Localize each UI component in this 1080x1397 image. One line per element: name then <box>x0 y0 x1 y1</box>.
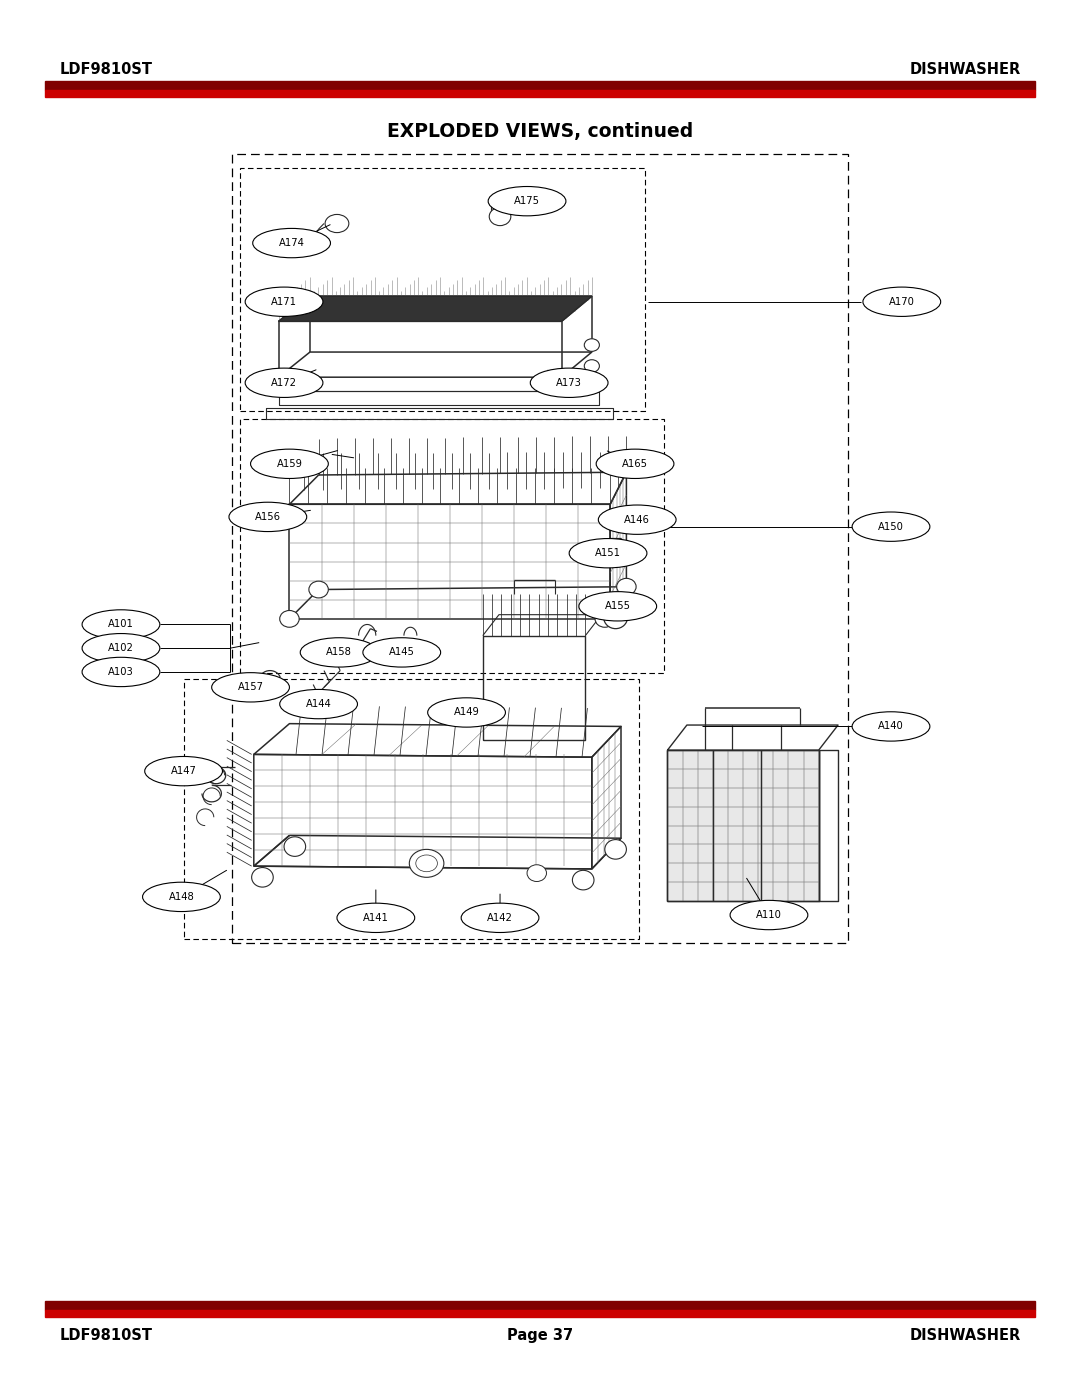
Bar <box>240 419 664 673</box>
Ellipse shape <box>229 503 307 532</box>
Text: A172: A172 <box>271 377 297 388</box>
Ellipse shape <box>527 865 546 882</box>
Ellipse shape <box>617 578 636 595</box>
Ellipse shape <box>300 637 378 668</box>
Ellipse shape <box>596 448 674 478</box>
Ellipse shape <box>363 637 441 668</box>
Text: A170: A170 <box>889 296 915 307</box>
Polygon shape <box>279 296 592 321</box>
Ellipse shape <box>280 690 357 718</box>
Ellipse shape <box>598 506 676 534</box>
Text: A156: A156 <box>255 511 281 522</box>
Ellipse shape <box>82 633 160 664</box>
Text: A175: A175 <box>514 196 540 207</box>
Ellipse shape <box>852 712 930 740</box>
Text: A157: A157 <box>238 682 264 693</box>
Text: A159: A159 <box>276 458 302 469</box>
Text: A140: A140 <box>878 721 904 732</box>
Ellipse shape <box>212 672 289 701</box>
Text: DISHWASHER: DISHWASHER <box>909 63 1021 77</box>
Text: A173: A173 <box>556 377 582 388</box>
Text: DISHWASHER: DISHWASHER <box>909 1329 1021 1343</box>
Text: A148: A148 <box>168 891 194 902</box>
Bar <box>232 154 848 943</box>
Text: A149: A149 <box>454 707 480 718</box>
Ellipse shape <box>82 658 160 687</box>
Ellipse shape <box>489 208 511 226</box>
Ellipse shape <box>309 581 328 598</box>
Ellipse shape <box>569 539 647 569</box>
Ellipse shape <box>730 901 808 930</box>
Ellipse shape <box>253 228 330 257</box>
Bar <box>45 1310 1035 1316</box>
Bar <box>45 1301 1035 1310</box>
Ellipse shape <box>284 837 306 856</box>
Text: Page 37: Page 37 <box>507 1329 573 1343</box>
Text: A101: A101 <box>108 619 134 630</box>
Ellipse shape <box>584 360 599 373</box>
Ellipse shape <box>245 288 323 317</box>
Ellipse shape <box>488 187 566 217</box>
Ellipse shape <box>852 513 930 541</box>
Text: A145: A145 <box>389 647 415 658</box>
Text: A141: A141 <box>363 912 389 923</box>
Text: A155: A155 <box>605 601 631 612</box>
Text: A142: A142 <box>487 912 513 923</box>
Text: A150: A150 <box>878 521 904 532</box>
Text: LDF9810ST: LDF9810ST <box>59 1329 152 1343</box>
Ellipse shape <box>245 369 323 398</box>
Bar <box>45 91 1035 98</box>
Ellipse shape <box>863 288 941 317</box>
Ellipse shape <box>143 883 220 912</box>
Ellipse shape <box>461 902 539 933</box>
Text: A102: A102 <box>108 643 134 654</box>
Ellipse shape <box>595 610 615 627</box>
Ellipse shape <box>584 339 599 351</box>
Bar <box>184 679 639 939</box>
Ellipse shape <box>145 757 222 785</box>
Text: LDF9810ST: LDF9810ST <box>59 63 152 77</box>
Text: EXPLODED VIEWS, continued: EXPLODED VIEWS, continued <box>387 122 693 141</box>
Bar <box>240 168 645 411</box>
Ellipse shape <box>325 214 349 233</box>
Ellipse shape <box>251 448 328 478</box>
Ellipse shape <box>82 609 160 640</box>
Ellipse shape <box>337 902 415 933</box>
Ellipse shape <box>572 870 594 890</box>
Bar <box>45 81 1035 91</box>
Text: A110: A110 <box>756 909 782 921</box>
Text: A151: A151 <box>595 548 621 559</box>
Text: A144: A144 <box>306 698 332 710</box>
Text: A147: A147 <box>171 766 197 777</box>
Bar <box>667 750 819 901</box>
Ellipse shape <box>409 849 444 877</box>
Ellipse shape <box>605 840 626 859</box>
Text: A158: A158 <box>326 647 352 658</box>
Ellipse shape <box>579 592 657 622</box>
Ellipse shape <box>428 698 505 726</box>
Text: A103: A103 <box>108 666 134 678</box>
Text: A171: A171 <box>271 296 297 307</box>
Ellipse shape <box>604 606 627 629</box>
Text: A146: A146 <box>624 514 650 525</box>
Ellipse shape <box>530 369 608 398</box>
Ellipse shape <box>280 610 299 627</box>
Text: A165: A165 <box>622 458 648 469</box>
Text: A174: A174 <box>279 237 305 249</box>
Ellipse shape <box>252 868 273 887</box>
Ellipse shape <box>416 855 437 872</box>
